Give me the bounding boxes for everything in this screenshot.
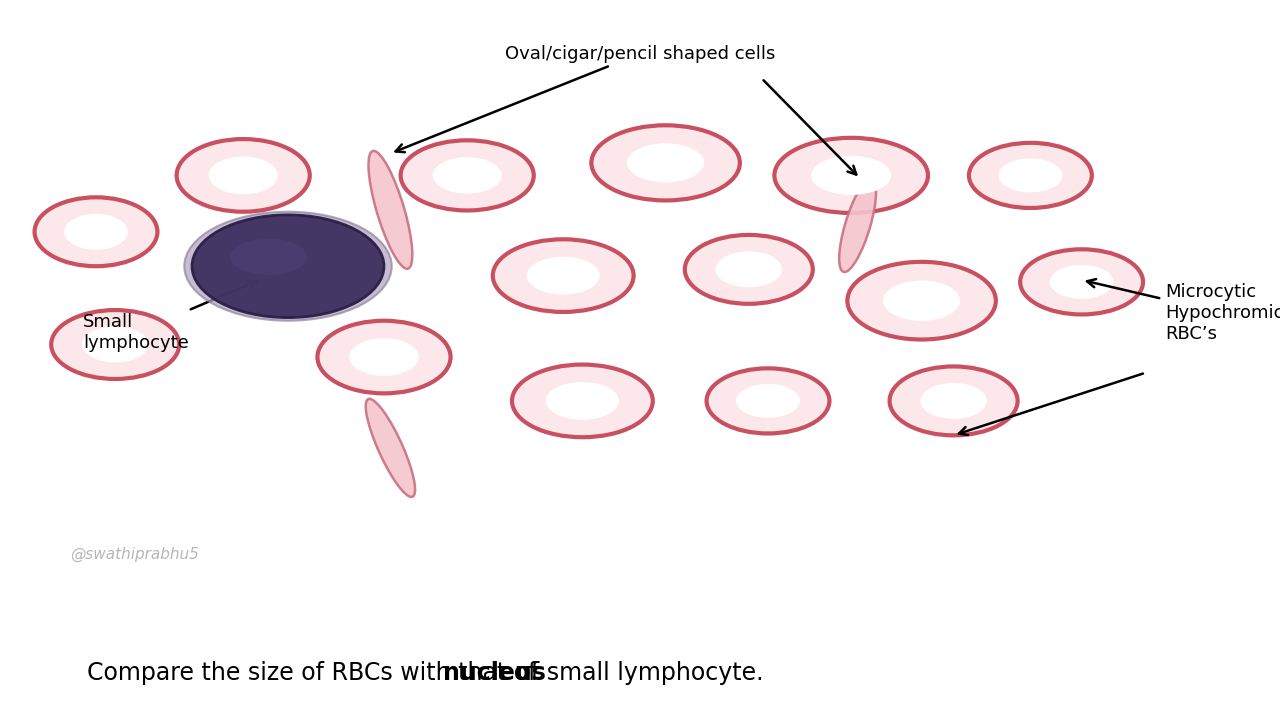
Ellipse shape bbox=[685, 235, 813, 304]
Ellipse shape bbox=[774, 138, 928, 213]
Ellipse shape bbox=[526, 257, 600, 294]
Ellipse shape bbox=[847, 262, 996, 340]
Ellipse shape bbox=[433, 157, 502, 194]
Ellipse shape bbox=[920, 383, 987, 419]
Text: Oval/cigar/pencil shaped cells: Oval/cigar/pencil shaped cells bbox=[396, 45, 776, 152]
Ellipse shape bbox=[707, 369, 829, 433]
Ellipse shape bbox=[349, 338, 419, 376]
Ellipse shape bbox=[545, 382, 620, 420]
Ellipse shape bbox=[627, 143, 704, 182]
Ellipse shape bbox=[230, 239, 307, 275]
Ellipse shape bbox=[998, 158, 1062, 192]
Ellipse shape bbox=[51, 310, 179, 379]
Text: Microcytic
Hypochromic
RBC’s: Microcytic Hypochromic RBC’s bbox=[1087, 279, 1280, 343]
Text: Compare the size of RBCs with that of: Compare the size of RBCs with that of bbox=[87, 661, 544, 685]
Ellipse shape bbox=[812, 156, 891, 195]
Ellipse shape bbox=[317, 320, 451, 393]
Ellipse shape bbox=[401, 140, 534, 210]
Ellipse shape bbox=[512, 364, 653, 437]
Ellipse shape bbox=[591, 125, 740, 200]
Ellipse shape bbox=[969, 143, 1092, 208]
Ellipse shape bbox=[736, 384, 800, 418]
Ellipse shape bbox=[369, 151, 412, 269]
Ellipse shape bbox=[840, 179, 876, 272]
Ellipse shape bbox=[209, 156, 278, 194]
Ellipse shape bbox=[1020, 249, 1143, 315]
Ellipse shape bbox=[883, 281, 960, 321]
Ellipse shape bbox=[366, 399, 415, 497]
Ellipse shape bbox=[890, 366, 1018, 436]
Text: Small
lymphocyte: Small lymphocyte bbox=[83, 280, 257, 352]
Text: nucleus: nucleus bbox=[443, 661, 547, 685]
Text: of small lymphocyte.: of small lymphocyte. bbox=[509, 661, 763, 685]
Ellipse shape bbox=[82, 327, 148, 362]
Ellipse shape bbox=[716, 251, 782, 287]
Ellipse shape bbox=[177, 139, 310, 212]
Ellipse shape bbox=[35, 197, 157, 266]
Ellipse shape bbox=[184, 212, 392, 320]
Text: @swathiprabhu5: @swathiprabhu5 bbox=[70, 546, 200, 562]
Ellipse shape bbox=[64, 214, 128, 250]
Ellipse shape bbox=[493, 239, 634, 312]
Ellipse shape bbox=[192, 215, 384, 318]
Ellipse shape bbox=[1050, 265, 1114, 299]
